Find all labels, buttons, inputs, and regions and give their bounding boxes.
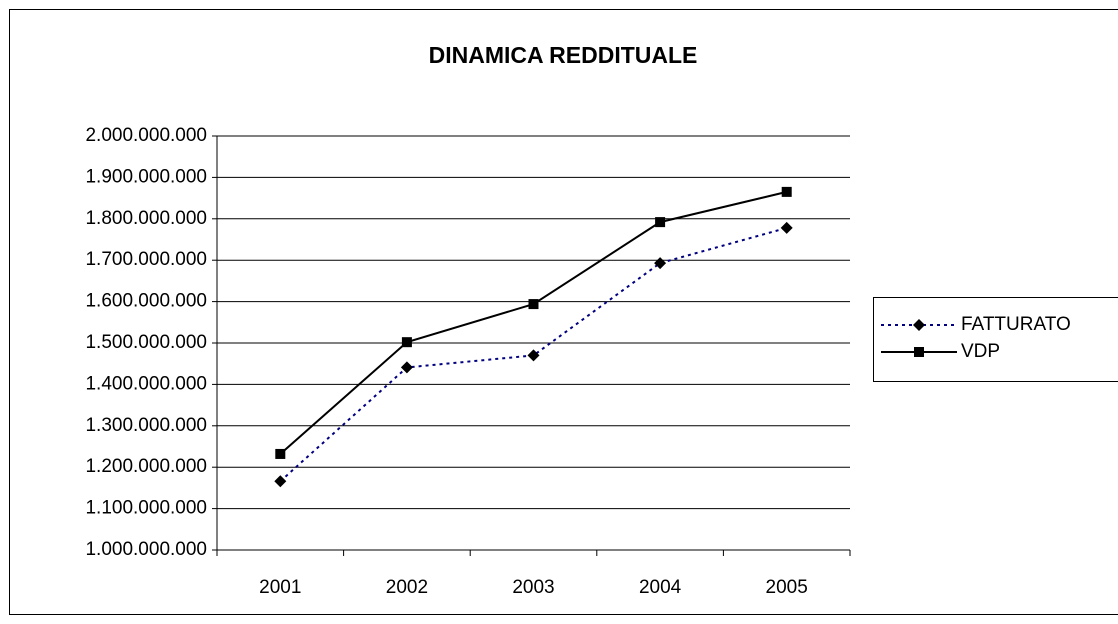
- data-point: [781, 186, 792, 197]
- x-tick-label: 2003: [512, 577, 554, 598]
- x-tick-label: 2004: [639, 577, 682, 598]
- y-tick-label: 1.700.000.000: [85, 249, 207, 270]
- legend-box: [873, 297, 1118, 382]
- chart-border: [9, 9, 1118, 615]
- y-tick-label: 1.200.000.000: [85, 456, 207, 477]
- y-tick-label: 1.000.000.000: [85, 539, 207, 560]
- data-point: [274, 475, 287, 488]
- x-tick-label: 2001: [259, 577, 301, 598]
- y-tick-label: 1.900.000.000: [85, 166, 207, 187]
- legend-marker: [913, 319, 925, 331]
- y-tick-label: 1.800.000.000: [85, 208, 207, 229]
- x-tick-label: 2005: [766, 577, 808, 598]
- data-point: [401, 337, 412, 348]
- y-tick-label: 1.300.000.000: [85, 415, 207, 436]
- series-line: [279, 226, 787, 483]
- data-point: [400, 361, 413, 374]
- legend-marker: [914, 347, 924, 357]
- legend-label: FATTURATO: [961, 314, 1071, 335]
- y-tick-label: 2.000.000.000: [85, 125, 207, 146]
- y-tick-label: 1.400.000.000: [85, 373, 207, 394]
- series-line: [279, 190, 787, 455]
- y-tick-label: 1.600.000.000: [85, 291, 207, 312]
- legend-label: VDP: [961, 341, 1000, 362]
- y-tick-label: 1.500.000.000: [85, 332, 207, 353]
- data-point: [654, 257, 667, 270]
- data-point: [527, 349, 540, 362]
- data-point: [528, 299, 539, 310]
- y-tick-label: 1.100.000.000: [85, 498, 207, 519]
- chart-title: DINAMICA REDDITUALE: [429, 42, 698, 68]
- x-tick-label: 2002: [386, 577, 428, 598]
- data-point: [780, 221, 793, 234]
- data-point: [275, 448, 286, 459]
- data-point: [655, 217, 666, 228]
